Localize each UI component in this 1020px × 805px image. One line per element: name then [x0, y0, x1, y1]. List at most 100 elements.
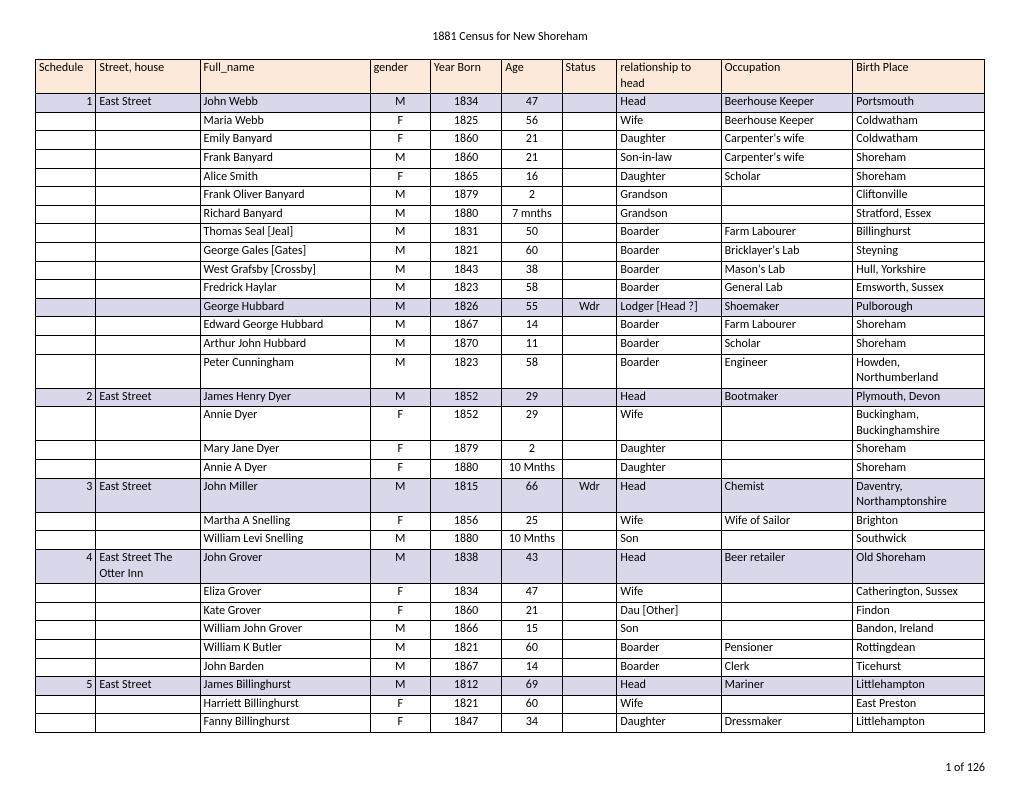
table-cell: 58 — [502, 280, 562, 299]
table-cell: William John Grover — [200, 621, 370, 640]
table-row: William Levi SnellingM188010 MnthsSonSou… — [36, 531, 985, 550]
table-cell — [36, 695, 96, 714]
table-cell — [96, 168, 200, 187]
table-cell: M — [370, 205, 430, 224]
table-cell: Farm Labourer — [721, 317, 853, 336]
table-cell: 1880 — [430, 460, 501, 479]
table-cell: East Street — [96, 94, 200, 113]
table-cell: F — [370, 695, 430, 714]
table-cell: Pensioner — [721, 640, 853, 659]
table-cell: 1821 — [430, 242, 501, 261]
table-cell — [562, 94, 617, 113]
table-cell — [562, 695, 617, 714]
table-cell — [562, 388, 617, 407]
table-cell: Portsmouth — [853, 94, 985, 113]
table-cell: Billinghurst — [853, 224, 985, 243]
table-cell: 1856 — [430, 512, 501, 531]
table-cell: Richard Banyard — [200, 205, 370, 224]
table-cell — [562, 112, 617, 131]
table-cell: 38 — [502, 261, 562, 280]
table-cell: Carpenter's wife — [721, 149, 853, 168]
table-cell — [721, 602, 853, 621]
table-cell: Southwick — [853, 531, 985, 550]
table-cell: Boarder — [617, 261, 721, 280]
table-cell — [96, 407, 200, 441]
table-cell: Wife — [617, 512, 721, 531]
table-cell: M — [370, 354, 430, 388]
table-cell — [562, 512, 617, 531]
table-cell — [96, 224, 200, 243]
table-cell: Plymouth, Devon — [853, 388, 985, 407]
table-cell: F — [370, 512, 430, 531]
table-row: Peter CunninghamM182358BoarderEngineerHo… — [36, 354, 985, 388]
table-cell: Findon — [853, 602, 985, 621]
table-cell: Frank Banyard — [200, 149, 370, 168]
table-cell — [96, 441, 200, 460]
table-cell: Frank Oliver Banyard — [200, 187, 370, 206]
table-header: Schedule Street, house Full_name gender … — [36, 60, 985, 94]
table-cell: M — [370, 280, 430, 299]
table-cell — [562, 658, 617, 677]
table-cell — [36, 298, 96, 317]
table-cell — [36, 168, 96, 187]
table-row: Annie DyerF185229WifeBuckingham, Bucking… — [36, 407, 985, 441]
table-cell: Head — [617, 677, 721, 696]
table-cell: Thomas Seal [Jeal] — [200, 224, 370, 243]
table-cell: 14 — [502, 317, 562, 336]
table-cell: Wife of Sailor — [721, 512, 853, 531]
table-cell: 1812 — [430, 677, 501, 696]
table-cell: 10 Mnths — [502, 460, 562, 479]
table-cell: Ticehurst — [853, 658, 985, 677]
table-cell: Mariner — [721, 677, 853, 696]
table-cell: 1815 — [430, 478, 501, 512]
table-cell: Daughter — [617, 441, 721, 460]
table-cell: Boarder — [617, 224, 721, 243]
table-cell: East Preston — [853, 695, 985, 714]
table-cell: Harriett Billinghurst — [200, 695, 370, 714]
table-cell — [36, 205, 96, 224]
table-cell: Daventry, Northamptonshire — [853, 478, 985, 512]
table-row: William K ButlerM182160BoarderPensionerR… — [36, 640, 985, 659]
col-age: Age — [502, 60, 562, 94]
table-cell: 1852 — [430, 407, 501, 441]
table-cell: Clerk — [721, 658, 853, 677]
table-cell: Scholar — [721, 168, 853, 187]
table-cell — [36, 335, 96, 354]
table-cell — [36, 149, 96, 168]
table-cell — [96, 131, 200, 150]
table-cell — [562, 317, 617, 336]
table-cell: Annie Dyer — [200, 407, 370, 441]
table-cell: Cliftonville — [853, 187, 985, 206]
table-cell: 60 — [502, 640, 562, 659]
table-cell: Maria Webb — [200, 112, 370, 131]
table-cell: James Billinghurst — [200, 677, 370, 696]
table-cell: 56 — [502, 112, 562, 131]
table-row: Kate GroverF186021Dau [Other]Findon — [36, 602, 985, 621]
table-cell: Beerhouse Keeper — [721, 94, 853, 113]
table-cell: F — [370, 584, 430, 603]
table-cell: 1867 — [430, 317, 501, 336]
table-row: Fanny BillinghurstF184734DaughterDressma… — [36, 714, 985, 733]
table-cell: West Grafsby [Crossby] — [200, 261, 370, 280]
table-cell: 47 — [502, 94, 562, 113]
table-cell — [36, 602, 96, 621]
table-cell — [96, 317, 200, 336]
table-cell: 29 — [502, 407, 562, 441]
table-cell: 55 — [502, 298, 562, 317]
table-cell: John Barden — [200, 658, 370, 677]
col-street: Street, house — [96, 60, 200, 94]
table-cell — [96, 335, 200, 354]
table-cell: Head — [617, 550, 721, 584]
table-cell: 1831 — [430, 224, 501, 243]
table-cell: Buckingham, Buckinghamshire — [853, 407, 985, 441]
table-cell: M — [370, 298, 430, 317]
table-cell: 1821 — [430, 695, 501, 714]
table-cell — [36, 280, 96, 299]
table-cell: Boarder — [617, 317, 721, 336]
table-cell — [96, 460, 200, 479]
table-row: Mary Jane DyerF18792DaughterShoreham — [36, 441, 985, 460]
table-cell: 50 — [502, 224, 562, 243]
table-cell: Boarder — [617, 640, 721, 659]
table-cell: 5 — [36, 677, 96, 696]
table-cell: Shoreham — [853, 441, 985, 460]
